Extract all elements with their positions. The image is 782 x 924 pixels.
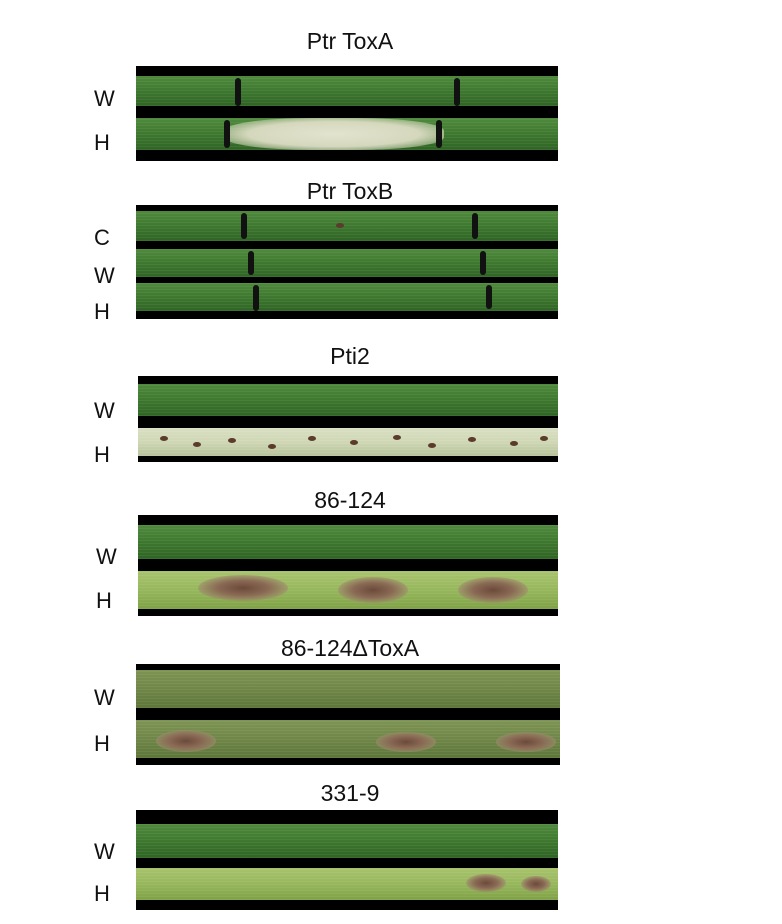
panel-title: 331-9 [320, 780, 380, 806]
leaf-row [136, 249, 558, 277]
leaf-row [136, 76, 558, 106]
infiltration-mark [241, 213, 247, 239]
lesion-spot [428, 443, 436, 448]
infiltration-mark [480, 251, 486, 275]
lesion-spot [193, 442, 201, 447]
necrotic-region [224, 118, 444, 150]
lesion [466, 874, 506, 892]
lesion [458, 577, 528, 603]
leaf-row [136, 670, 560, 708]
lesion [376, 732, 436, 752]
lesion [338, 577, 408, 603]
row-label: W [94, 841, 115, 863]
lesion-spot [308, 436, 316, 441]
infiltration-mark [253, 285, 259, 311]
panel-331-9: 331-9 W H [0, 770, 782, 924]
lesion-spot [268, 444, 276, 449]
row-label: H [94, 883, 110, 905]
lesion-spot [228, 438, 236, 443]
leaf-row [136, 720, 560, 758]
leaf-row [138, 428, 558, 456]
panel-title: Ptr ToxB [306, 178, 394, 204]
infiltration-mark [472, 213, 478, 239]
row-label: H [94, 444, 110, 466]
leaf-row [136, 211, 558, 241]
leaf-row [138, 384, 558, 416]
row-label: H [96, 590, 112, 612]
leaf-photo [136, 66, 558, 161]
leaf-photo [136, 205, 558, 319]
row-label: C [94, 227, 110, 249]
leaf-row [138, 525, 558, 559]
infiltration-mark [224, 120, 230, 148]
row-label: W [94, 265, 115, 287]
lesion [496, 732, 556, 752]
panel-title: Ptr ToxA [306, 28, 394, 54]
leaf-row [136, 118, 558, 150]
panel-ptr-toxb: Ptr ToxB C W H [0, 165, 782, 330]
row-label: W [96, 546, 117, 568]
leaf-row [136, 824, 558, 858]
infiltration-mark [454, 78, 460, 106]
lesion-spot [510, 441, 518, 446]
leaf-row [136, 868, 558, 900]
infiltration-mark [235, 78, 241, 106]
infiltration-mark [486, 285, 492, 309]
infiltration-mark [248, 251, 254, 275]
lesion [156, 730, 216, 752]
row-label: W [94, 400, 115, 422]
panel-title: Pti2 [330, 343, 370, 369]
row-label: H [94, 301, 110, 323]
lesion-spot [336, 223, 344, 228]
lesion-spot [350, 440, 358, 445]
panel-ptr-toxa: Ptr ToxA W H [0, 0, 782, 165]
row-label: H [94, 132, 110, 154]
lesion-spot [160, 436, 168, 441]
panel-86-124: 86-124 W H [0, 470, 782, 620]
leaf-photo [138, 515, 558, 616]
lesion [198, 575, 288, 601]
panel-title: 86-124 [314, 487, 386, 513]
leaf-photo [136, 664, 560, 765]
row-label: H [94, 733, 110, 755]
lesion-spot [468, 437, 476, 442]
panel-pti2: Pti2 W H [0, 330, 782, 470]
infiltration-mark [436, 120, 442, 148]
lesion [521, 876, 551, 892]
lesion-spot [540, 436, 548, 441]
lesion-spot [393, 435, 401, 440]
panel-title: 86-124ΔToxA [280, 635, 420, 661]
row-label: W [94, 88, 115, 110]
panel-86-124-delta-toxa: 86-124ΔToxA W H [0, 620, 782, 770]
leaf-photo [138, 376, 558, 462]
leaf-row [138, 571, 558, 609]
row-label: W [94, 687, 115, 709]
leaf-row [136, 283, 558, 311]
leaf-photo [136, 810, 558, 910]
